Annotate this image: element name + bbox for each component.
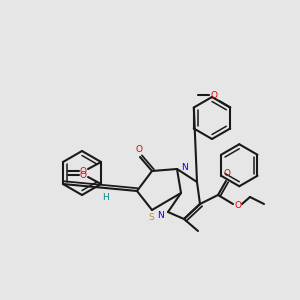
Text: O: O xyxy=(235,200,242,209)
Text: H: H xyxy=(103,193,109,202)
Text: N: N xyxy=(181,163,188,172)
Text: O: O xyxy=(80,170,87,179)
Text: O: O xyxy=(80,167,87,176)
Text: O: O xyxy=(136,145,142,154)
Text: S: S xyxy=(148,214,154,223)
Text: N: N xyxy=(157,212,164,220)
Text: O: O xyxy=(224,169,230,178)
Text: O: O xyxy=(211,91,218,100)
